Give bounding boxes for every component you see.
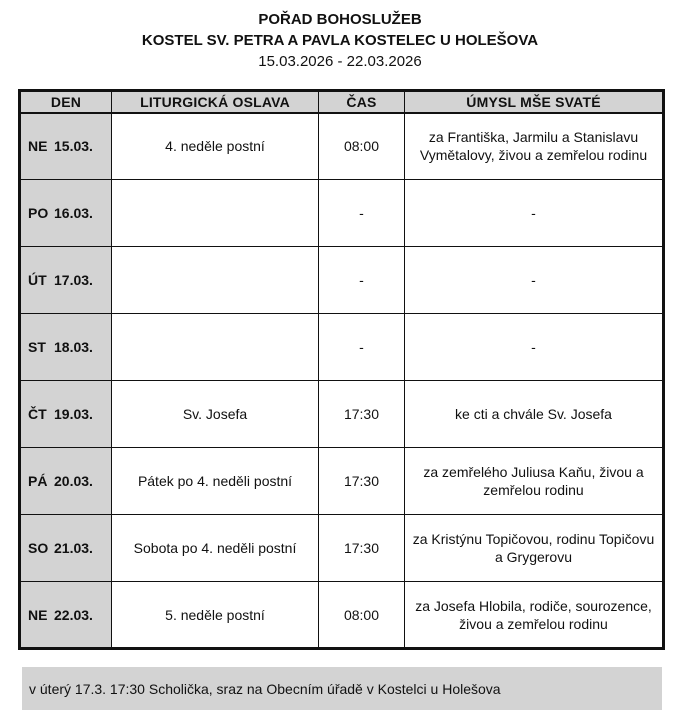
table-row: NE 15.03. 4. neděle postní 08:00 za Frant… — [19, 112, 664, 180]
day-date: 21.03. — [54, 540, 93, 556]
time-cell: 17:30 — [318, 380, 405, 448]
church-name: KOSTEL SV. PETRA A PAVLA KOSTELEC U HOLE… — [141, 32, 539, 49]
time-cell: - — [318, 246, 405, 314]
day-date: 17.03. — [54, 272, 93, 288]
intention-cell: ke cti a chvále Sv. Josefa — [404, 380, 664, 448]
table-row: ÚT 17.03. - - — [19, 246, 664, 314]
day-abbrev: SO — [28, 540, 49, 556]
day-cell: NE 22.03. — [19, 581, 112, 649]
day-date: 22.03. — [54, 606, 93, 623]
schedule-table: DEN LITURGICKÁ OSLAVA ČAS ÚMYSL MŠE SVAT… — [18, 89, 665, 650]
day-cell: ÚT 17.03. — [19, 246, 112, 314]
intention-cell: - — [404, 313, 664, 381]
day-abbrev: NE — [28, 138, 48, 155]
day-cell: ST 18.03. — [19, 313, 112, 381]
time-cell: - — [318, 313, 405, 381]
celebration-cell — [111, 179, 319, 247]
table-row: SO 21.03. Sobota po 4. neděli postní 17:3… — [19, 514, 664, 582]
table-row: NE 22.03. 5. neděle postní 08:00 za Josef… — [19, 581, 664, 649]
day-abbrev: PÁ — [28, 473, 48, 489]
time-cell: 08:00 — [318, 112, 405, 180]
celebration-cell: Sobota po 4. neděli postní — [111, 514, 319, 582]
page: POŘAD BOHOSLUŽEB KOSTEL SV. PETRA A PAVL… — [0, 0, 680, 710]
day-date: 16.03. — [54, 205, 93, 221]
intention-cell: - — [404, 179, 664, 247]
intention-cell: za Františka, Jarmilu a Stanislavu Vymět… — [404, 112, 664, 180]
page-title: POŘAD BOHOSLUŽEB — [258, 11, 422, 28]
column-header-day: DEN — [19, 90, 112, 114]
time-cell: 17:30 — [318, 514, 405, 582]
day-cell: SO 21.03. — [19, 514, 112, 582]
celebration-cell: Sv. Josefa — [111, 380, 319, 448]
day-cell: NE 15.03. — [19, 112, 112, 180]
table-row: ST 18.03. - - — [19, 313, 664, 381]
day-date: 20.03. — [54, 473, 93, 489]
time-cell: 08:00 — [318, 581, 405, 649]
footer-note: v úterý 17.3. 17:30 Scholička, sraz na O… — [22, 667, 662, 710]
table-row: PO 16.03. - - — [19, 179, 664, 247]
table-row: ČT 19.03. Sv. Josefa 17:30 ke cti a chvál… — [19, 380, 664, 448]
day-cell: PÁ 20.03. — [19, 447, 112, 515]
day-cell: ČT 19.03. — [19, 380, 112, 448]
table-header-row: DEN LITURGICKÁ OSLAVA ČAS ÚMYSL MŠE SVAT… — [19, 90, 664, 114]
celebration-cell — [111, 246, 319, 314]
celebration-cell: 5. neděle postní — [111, 581, 319, 649]
intention-cell: za zemřelého Juliusa Kaňu, živou a zemře… — [404, 447, 664, 515]
intention-cell: za Kristýnu Topičovou, rodinu Topičovu a… — [404, 514, 664, 582]
time-cell: - — [318, 179, 405, 247]
column-header-celebration: LITURGICKÁ OSLAVA — [111, 90, 319, 114]
column-header-intention: ÚMYSL MŠE SVATÉ — [404, 90, 664, 114]
day-date: 18.03. — [54, 339, 93, 355]
intention-cell: - — [404, 246, 664, 314]
document-header: POŘAD BOHOSLUŽEB KOSTEL SV. PETRA A PAVL… — [0, 0, 680, 73]
day-abbrev: ÚT — [28, 272, 47, 288]
celebration-cell — [111, 313, 319, 381]
column-header-time: ČAS — [318, 90, 405, 114]
day-abbrev: NE — [28, 606, 48, 623]
intention-cell: za Josefa Hlobila, rodiče, sourozence, ž… — [404, 581, 664, 649]
day-abbrev: ČT — [28, 406, 47, 422]
celebration-cell: 4. neděle postní — [111, 112, 319, 180]
day-abbrev: PO — [28, 205, 49, 221]
time-cell: 17:30 — [318, 447, 405, 515]
date-range: 15.03.2026 - 22.03.2026 — [258, 53, 422, 70]
day-cell: PO 16.03. — [19, 179, 112, 247]
celebration-cell: Pátek po 4. neděli postní — [111, 447, 319, 515]
table-row: PÁ 20.03. Pátek po 4. neděli postní 17:30… — [19, 447, 664, 515]
day-abbrev: ST — [28, 339, 46, 355]
day-date: 15.03. — [54, 138, 93, 155]
day-date: 19.03. — [54, 406, 93, 422]
